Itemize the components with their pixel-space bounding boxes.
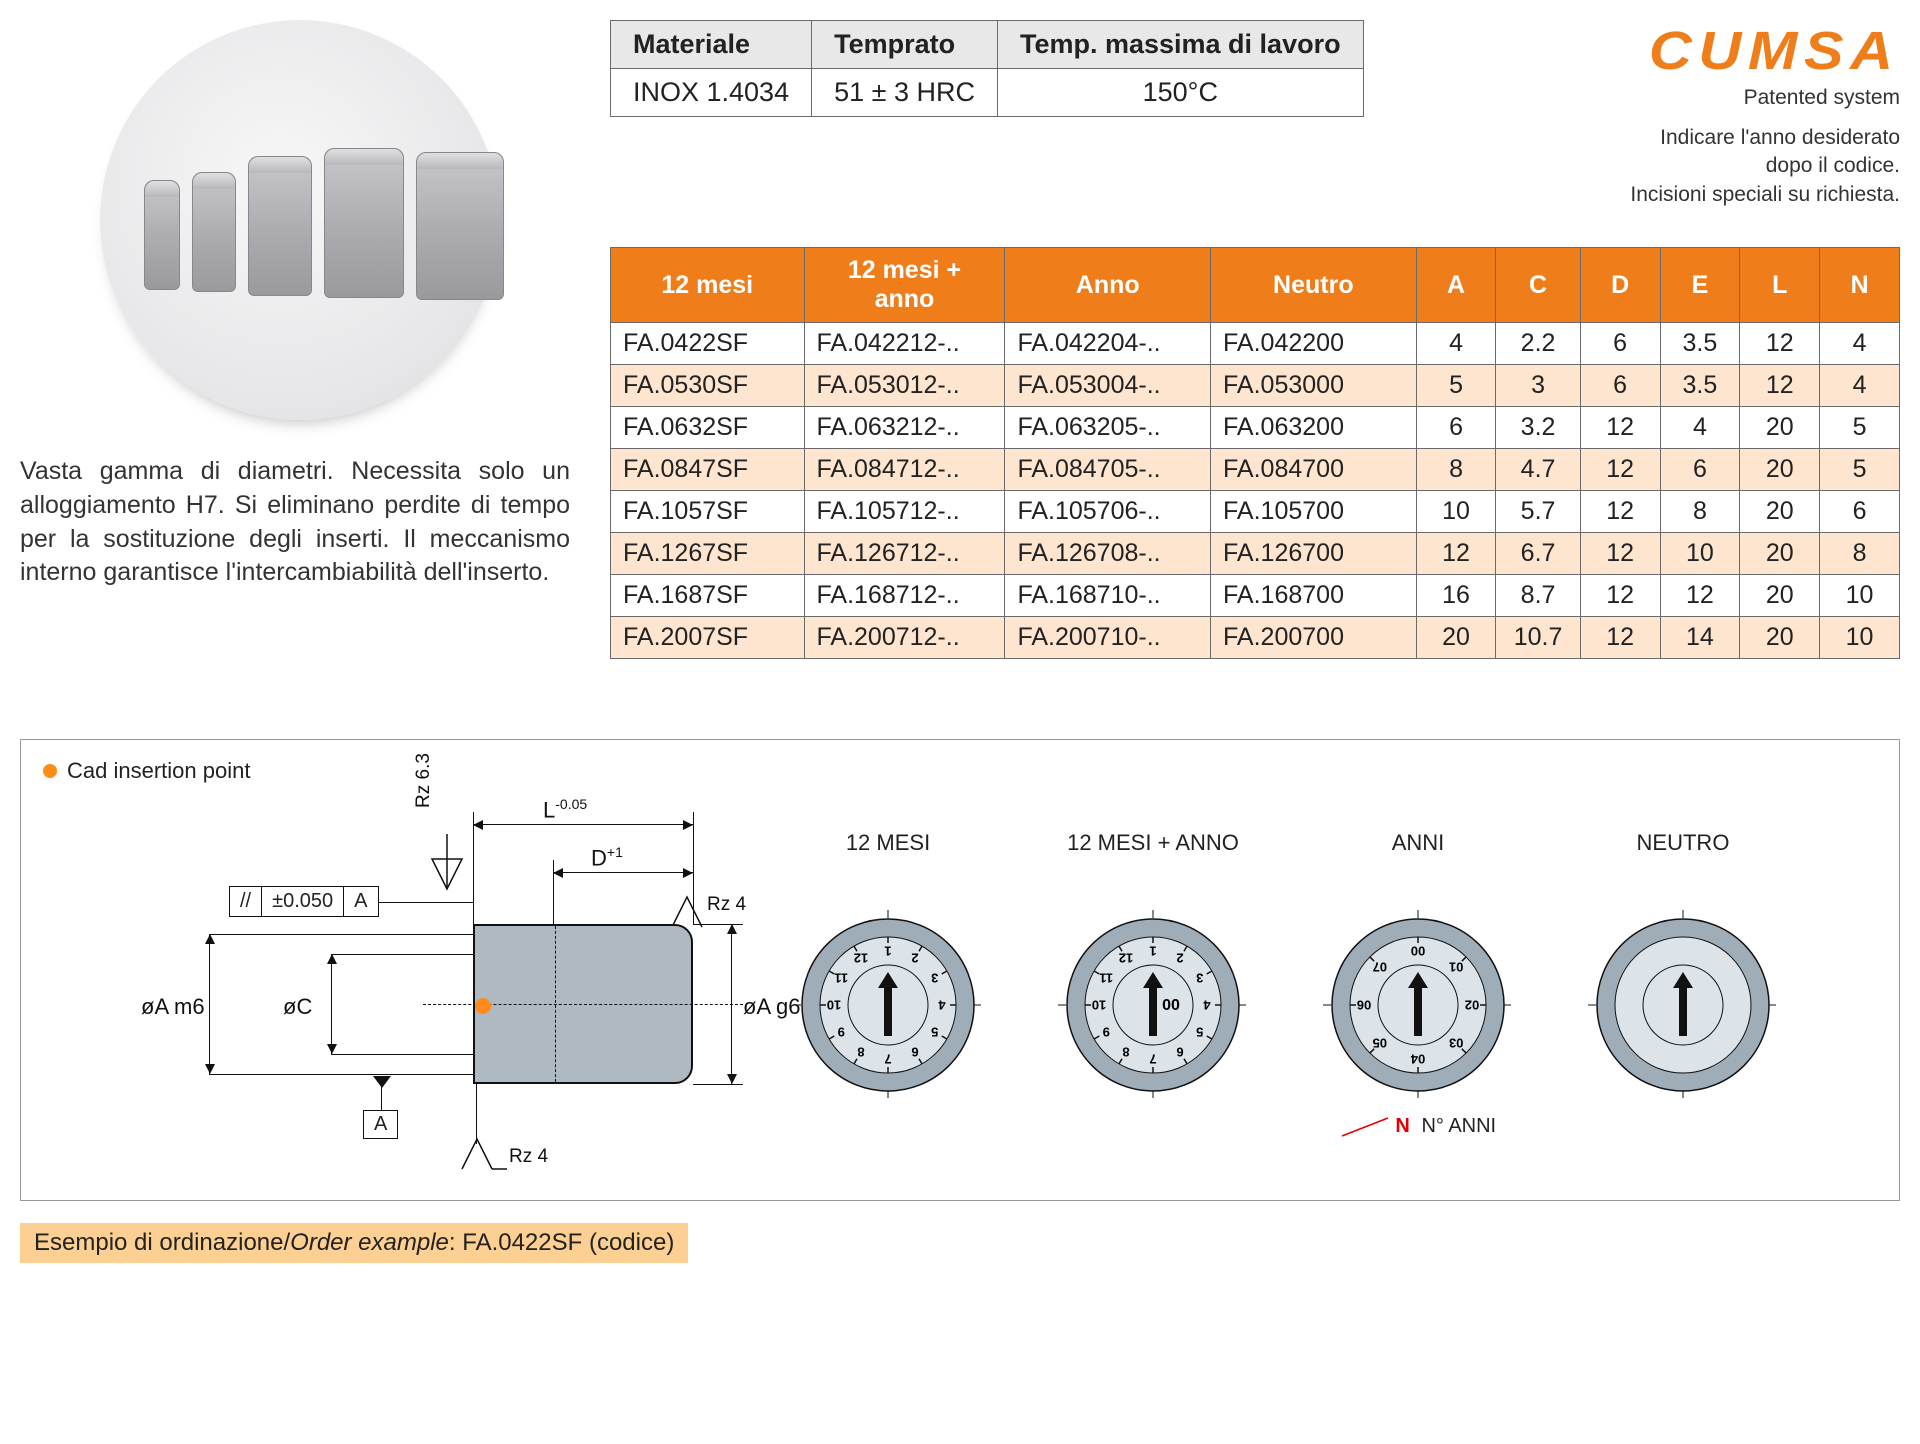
svg-text:3: 3 — [931, 971, 938, 986]
svg-text:00: 00 — [1162, 997, 1180, 1014]
svg-text:2: 2 — [911, 951, 918, 966]
svg-text:05: 05 — [1373, 1036, 1387, 1051]
svg-text:12: 12 — [1119, 951, 1133, 966]
svg-text:11: 11 — [834, 971, 848, 986]
svg-text:11: 11 — [1099, 971, 1113, 986]
table-row: FA.0632SFFA.063212-..FA.063205-..FA.0632… — [611, 407, 1900, 449]
table-header: D — [1580, 248, 1660, 323]
svg-text:06: 06 — [1357, 998, 1371, 1013]
spec-h-1: Temprato — [812, 21, 998, 69]
table-row: FA.1267SFFA.126712-..FA.126708-..FA.1267… — [611, 533, 1900, 575]
svg-text:6: 6 — [911, 1044, 918, 1059]
technical-drawing: L-0.05 D+1 Rz 6.3 — [43, 794, 743, 1174]
brand-sub: Patented system — [1630, 86, 1900, 110]
svg-text:7: 7 — [884, 1052, 891, 1067]
table-row: FA.0847SFFA.084712-..FA.084705-..FA.0847… — [611, 449, 1900, 491]
data-table: 12 mesi12 mesi +annoAnnoNeutroACDELN FA.… — [610, 247, 1900, 659]
svg-text:4: 4 — [938, 998, 946, 1013]
svg-text:2: 2 — [1176, 951, 1183, 966]
svg-text:3: 3 — [1196, 971, 1203, 986]
svg-text:02: 02 — [1465, 998, 1479, 1013]
table-row: FA.0422SFFA.042212-..FA.042204-..FA.0422… — [611, 323, 1900, 365]
svg-text:12: 12 — [854, 951, 868, 966]
spec-h-0: Materiale — [611, 21, 812, 69]
svg-text:07: 07 — [1373, 959, 1387, 974]
svg-text:10: 10 — [1092, 998, 1106, 1013]
table-header: A — [1416, 248, 1496, 323]
dial-12mesi-anno: 12 MESI + ANNO 12345678910111200 — [1048, 830, 1258, 1105]
svg-text:9: 9 — [1103, 1025, 1110, 1040]
svg-text:00: 00 — [1411, 944, 1425, 959]
right-column: Materiale Temprato Temp. massima di lavo… — [610, 20, 1900, 659]
table-header: E — [1660, 248, 1740, 323]
svg-text:8: 8 — [857, 1044, 864, 1059]
svg-text:10: 10 — [827, 998, 841, 1013]
dial-anni: ANNI 0001020304050607 N N° ANNI — [1313, 830, 1523, 1138]
spec-table: Materiale Temprato Temp. massima di lavo… — [610, 20, 1364, 117]
left-column: Vasta gamma di diametri. Necessita solo … — [20, 20, 580, 590]
svg-text:01: 01 — [1449, 959, 1463, 974]
table-header: N — [1820, 248, 1900, 323]
spec-v-1: 51 ± 3 HRC — [812, 69, 998, 117]
table-header: C — [1496, 248, 1580, 323]
table-row: FA.1687SFFA.168712-..FA.168710-..FA.1687… — [611, 575, 1900, 617]
svg-text:9: 9 — [838, 1025, 845, 1040]
svg-text:5: 5 — [931, 1025, 938, 1040]
cad-legend: Cad insertion point — [43, 758, 1877, 784]
brand-note: Indicare l'anno desiderato dopo il codic… — [1630, 124, 1900, 209]
description-text: Vasta gamma di diametri. Necessita solo … — [20, 450, 580, 590]
brand-logo: CUMSA — [1603, 20, 1900, 82]
order-example: Esempio di ordinazione/Order example: FA… — [20, 1223, 688, 1263]
spec-v-2: 150°C — [997, 69, 1363, 117]
product-image — [100, 20, 500, 420]
cad-point-icon — [475, 998, 491, 1014]
table-header: 12 mesi — [611, 248, 805, 323]
svg-text:5: 5 — [1196, 1025, 1203, 1040]
svg-text:7: 7 — [1149, 1052, 1156, 1067]
table-header: Anno — [1005, 248, 1211, 323]
table-header: L — [1740, 248, 1820, 323]
diagram-panel: Cad insertion point L-0.05 D+1 — [20, 739, 1900, 1201]
svg-text:6: 6 — [1176, 1044, 1183, 1059]
spec-h-2: Temp. massima di lavoro — [997, 21, 1363, 69]
table-header: 12 mesi +anno — [804, 248, 1005, 323]
dial-neutro: NEUTRO — [1578, 830, 1788, 1105]
table-row: FA.1057SFFA.105712-..FA.105706-..FA.1057… — [611, 491, 1900, 533]
svg-text:03: 03 — [1449, 1036, 1463, 1051]
svg-text:04: 04 — [1410, 1052, 1425, 1067]
dials-row: 12 MESI 123456789101112 12 MESI + ANNO 1… — [783, 830, 1788, 1138]
dial-12mesi: 12 MESI 123456789101112 — [783, 830, 993, 1105]
table-header: Neutro — [1211, 248, 1417, 323]
svg-text:4: 4 — [1203, 998, 1211, 1013]
table-row: FA.0530SFFA.053012-..FA.053004-..FA.0530… — [611, 365, 1900, 407]
svg-text:8: 8 — [1122, 1044, 1129, 1059]
svg-text:1: 1 — [884, 944, 891, 959]
brand-block: CUMSA Patented system Indicare l'anno de… — [1630, 20, 1900, 209]
svg-text:1: 1 — [1149, 944, 1156, 959]
table-row: FA.2007SFFA.200712-..FA.200710-..FA.2007… — [611, 617, 1900, 659]
cad-dot-icon — [43, 764, 57, 778]
spec-v-0: INOX 1.4034 — [611, 69, 812, 117]
